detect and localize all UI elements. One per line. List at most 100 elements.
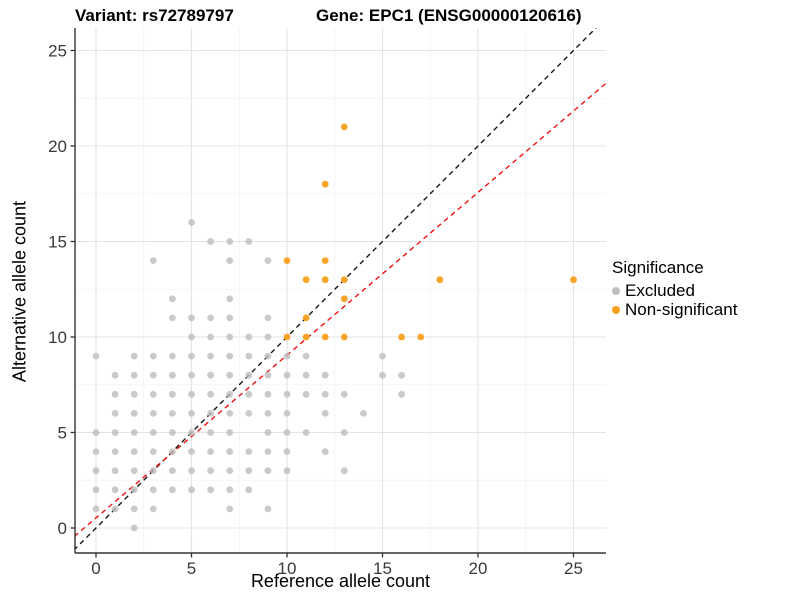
x-tick-label: 0 — [91, 559, 100, 578]
data-point — [340, 429, 348, 436]
data-point — [226, 314, 234, 322]
data-point — [92, 505, 100, 513]
data-point — [188, 333, 195, 341]
data-point — [379, 371, 386, 379]
data-point — [111, 429, 119, 436]
data-point — [264, 448, 272, 455]
data-point — [169, 371, 176, 379]
x-tick-label: 5 — [187, 559, 196, 578]
data-point — [283, 352, 291, 360]
data-point — [264, 467, 272, 475]
data-point — [130, 371, 138, 379]
data-point — [130, 486, 138, 494]
data-point — [130, 429, 138, 436]
data-point — [130, 467, 138, 475]
data-point — [321, 371, 329, 379]
y-tick-label: 5 — [58, 424, 67, 443]
y-tick-label: 20 — [48, 137, 67, 156]
data-point — [188, 314, 195, 322]
data-point — [436, 276, 444, 284]
data-point — [188, 410, 195, 417]
data-point — [264, 257, 272, 264]
data-point — [245, 410, 253, 417]
data-point — [245, 486, 253, 494]
data-point — [264, 410, 272, 417]
data-point — [149, 467, 157, 475]
data-point — [111, 505, 119, 513]
data-point — [188, 352, 195, 360]
x-tick-label: 25 — [564, 559, 583, 578]
data-point — [302, 371, 310, 379]
data-point — [226, 371, 234, 379]
data-point — [226, 467, 234, 475]
data-point — [321, 180, 329, 188]
data-point — [111, 390, 119, 398]
data-point — [264, 352, 272, 360]
data-point — [149, 486, 157, 494]
plot-title-variant: Variant: rs72789797 — [75, 6, 234, 25]
data-point — [321, 390, 329, 398]
data-point — [226, 410, 234, 417]
data-point — [130, 390, 138, 398]
x-tick-label: 20 — [469, 559, 488, 578]
data-point — [130, 448, 138, 455]
data-point — [149, 352, 157, 360]
data-point — [188, 219, 195, 226]
data-point — [283, 390, 291, 398]
data-point — [340, 333, 348, 341]
data-point — [321, 448, 329, 455]
fit-line — [75, 82, 606, 537]
data-point — [264, 333, 272, 341]
data-point — [226, 390, 234, 398]
data-point — [283, 333, 291, 341]
data-point — [226, 295, 234, 303]
data-point — [207, 410, 215, 417]
legend-item-excluded: Excluded — [612, 281, 737, 300]
data-point — [226, 429, 234, 436]
gridlines — [75, 28, 606, 553]
data-point — [92, 467, 100, 475]
data-point — [340, 390, 348, 398]
data-point — [321, 410, 329, 417]
data-point — [226, 333, 234, 341]
data-point — [149, 371, 157, 379]
data-point — [207, 467, 215, 475]
data-point — [264, 505, 272, 513]
data-point — [130, 505, 138, 513]
y-tick-label: 25 — [48, 42, 67, 61]
data-point — [302, 314, 310, 322]
y-tick-label: 10 — [48, 328, 67, 347]
data-point — [302, 352, 310, 360]
data-point — [398, 390, 405, 398]
data-point — [283, 257, 291, 264]
axes: 0 5 10 15 20 25 0 5 10 15 20 25 — [48, 28, 606, 578]
data-point — [207, 390, 215, 398]
data-point — [379, 352, 386, 360]
data-point — [302, 333, 310, 341]
data-point — [207, 371, 215, 379]
data-point — [226, 352, 234, 360]
data-point — [207, 314, 215, 322]
data-point — [226, 448, 234, 455]
data-point — [207, 486, 215, 494]
data-point — [245, 467, 253, 475]
y-axis-title: Alternative allele count — [9, 200, 30, 383]
data-point — [340, 467, 348, 475]
data-point — [398, 371, 405, 379]
data-point — [149, 410, 157, 417]
data-point — [149, 257, 157, 264]
data-point — [188, 390, 195, 398]
legend: Significance Excluded Non-significant — [612, 258, 737, 319]
data-point — [321, 333, 329, 341]
data-point — [207, 238, 215, 245]
data-point — [264, 429, 272, 436]
data-point — [169, 486, 176, 494]
data-point — [169, 467, 176, 475]
data-point — [226, 486, 234, 494]
legend-item-non-significant: Non-significant — [612, 300, 737, 319]
data-point — [92, 352, 100, 360]
data-point — [169, 410, 176, 417]
data-point — [264, 371, 272, 379]
